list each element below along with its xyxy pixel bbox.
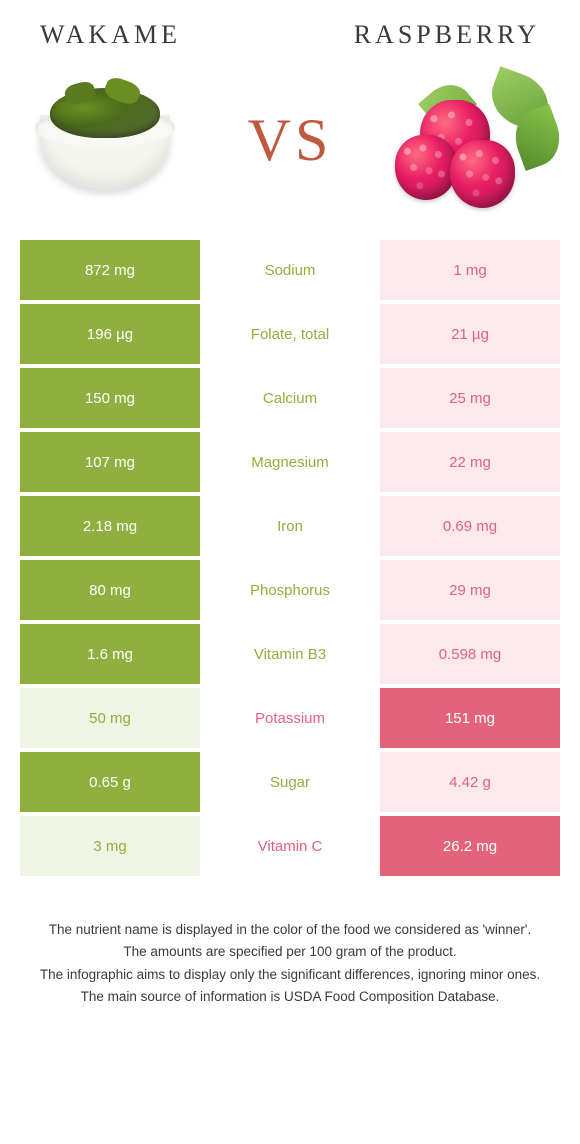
nutrient-name: Sugar [200, 752, 380, 812]
left-value: 3 mg [20, 816, 200, 876]
left-value: 150 mg [20, 368, 200, 428]
right-value: 4.42 g [380, 752, 560, 812]
right-value: 21 µg [380, 304, 560, 364]
left-value: 107 mg [20, 432, 200, 492]
footer-line: The amounts are specified per 100 gram o… [30, 942, 550, 962]
vs-row: VS [0, 60, 580, 240]
footer-notes: The nutrient name is displayed in the co… [0, 880, 580, 1029]
table-row: 2.18 mgIron0.69 mg [20, 496, 560, 556]
footer-line: The nutrient name is displayed in the co… [30, 920, 550, 940]
table-row: 150 mgCalcium25 mg [20, 368, 560, 428]
right-value: 0.598 mg [380, 624, 560, 684]
nutrient-name: Vitamin B3 [200, 624, 380, 684]
table-row: 80 mgPhosphorus29 mg [20, 560, 560, 620]
table-row: 196 µgFolate, total21 µg [20, 304, 560, 364]
nutrient-name: Sodium [200, 240, 380, 300]
nutrition-table: 872 mgSodium1 mg196 µgFolate, total21 µg… [20, 240, 560, 876]
table-row: 50 mgPotassium151 mg [20, 688, 560, 748]
nutrient-name: Phosphorus [200, 560, 380, 620]
nutrient-name: Magnesium [200, 432, 380, 492]
wakame-image [20, 70, 190, 210]
left-food-title: WAKAME [40, 20, 181, 50]
left-value: 0.65 g [20, 752, 200, 812]
right-value: 1 mg [380, 240, 560, 300]
left-value: 196 µg [20, 304, 200, 364]
nutrient-name: Iron [200, 496, 380, 556]
table-row: 1.6 mgVitamin B30.598 mg [20, 624, 560, 684]
right-value: 29 mg [380, 560, 560, 620]
right-value: 22 mg [380, 432, 560, 492]
nutrient-name: Vitamin C [200, 816, 380, 876]
header: WAKAME RASPBERRY [0, 0, 580, 60]
left-value: 50 mg [20, 688, 200, 748]
left-value: 80 mg [20, 560, 200, 620]
footer-line: The main source of information is USDA F… [30, 987, 550, 1007]
table-row: 872 mgSodium1 mg [20, 240, 560, 300]
raspberry-image [390, 70, 560, 210]
right-value: 0.69 mg [380, 496, 560, 556]
table-row: 107 mgMagnesium22 mg [20, 432, 560, 492]
left-value: 872 mg [20, 240, 200, 300]
left-value: 1.6 mg [20, 624, 200, 684]
footer-line: The infographic aims to display only the… [30, 965, 550, 985]
nutrient-name: Folate, total [200, 304, 380, 364]
right-food-title: RASPBERRY [354, 20, 540, 50]
right-value: 151 mg [380, 688, 560, 748]
table-row: 0.65 gSugar4.42 g [20, 752, 560, 812]
nutrient-name: Calcium [200, 368, 380, 428]
right-value: 26.2 mg [380, 816, 560, 876]
nutrient-name: Potassium [200, 688, 380, 748]
vs-label: VS [248, 106, 333, 175]
table-row: 3 mgVitamin C26.2 mg [20, 816, 560, 876]
left-value: 2.18 mg [20, 496, 200, 556]
right-value: 25 mg [380, 368, 560, 428]
